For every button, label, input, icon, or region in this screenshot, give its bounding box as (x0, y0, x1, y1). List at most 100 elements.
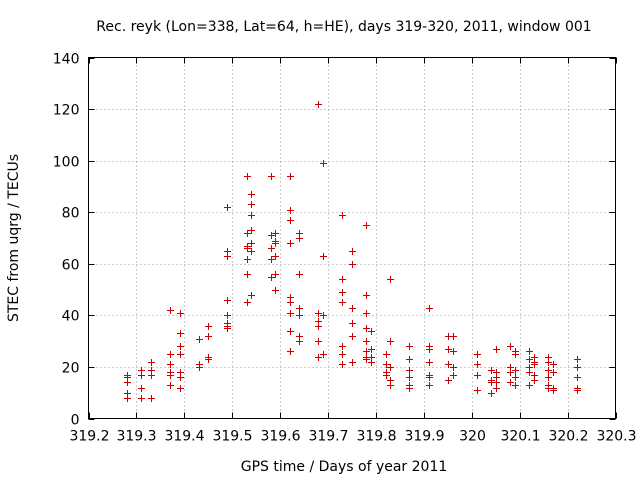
data-point (387, 364, 394, 371)
data-point (148, 372, 155, 379)
data-point (268, 245, 275, 252)
data-point (406, 374, 413, 381)
data-point (177, 385, 184, 392)
data-point (474, 361, 481, 368)
data-point (244, 230, 251, 237)
data-point (507, 379, 514, 386)
x-tick-label: 319.5 (212, 429, 252, 445)
data-point (349, 359, 356, 366)
x-tick-labels: 319.2 319.3 319.4 319.5 319.6 319.7 319.8 319.9… (69, 429, 636, 445)
data-point (177, 343, 184, 350)
data-point (426, 359, 433, 366)
x-tick-label: 319.8 (356, 429, 396, 445)
data-point (315, 310, 322, 317)
data-point (296, 338, 303, 345)
data-point (507, 369, 514, 376)
data-point (296, 271, 303, 278)
data-point (148, 395, 155, 402)
data-point (406, 367, 413, 374)
data-point (167, 372, 174, 379)
y-tick-label: 60 (62, 258, 80, 274)
y-axis-label: STEC from uqrg / TECUs (6, 154, 22, 322)
data-point (167, 351, 174, 358)
data-point (526, 382, 533, 389)
data-point (124, 395, 131, 402)
data-point (272, 230, 279, 237)
data-point (450, 333, 457, 340)
data-point (383, 372, 390, 379)
data-point (550, 361, 557, 368)
data-point (349, 261, 356, 268)
data-point (574, 364, 581, 371)
data-point (512, 382, 519, 389)
data-point (315, 101, 322, 108)
data-point (167, 382, 174, 389)
data-point (450, 364, 457, 371)
data-point (205, 356, 212, 363)
x-tick-label: 320 (459, 429, 486, 445)
data-point (205, 323, 212, 330)
data-point (224, 312, 231, 319)
data-point (287, 240, 294, 247)
x-tick-label: 319.7 (308, 429, 348, 445)
data-point (287, 173, 294, 180)
y-tick-label: 40 (62, 309, 80, 325)
data-point (339, 299, 346, 306)
data-point (177, 374, 184, 381)
data-point (244, 256, 251, 263)
data-point (368, 359, 375, 366)
data-point (244, 245, 251, 252)
data-point (196, 364, 203, 371)
data-point (531, 361, 538, 368)
data-point (248, 201, 255, 208)
data-point (450, 372, 457, 379)
data-point (177, 330, 184, 337)
data-point (177, 351, 184, 358)
x-tick-label: 319.2 (69, 429, 109, 445)
x-tick-label: 320.3 (596, 429, 636, 445)
data-point (296, 312, 303, 319)
data-point (550, 387, 557, 394)
data-point (363, 222, 370, 229)
data-point (545, 359, 552, 366)
data-point (315, 338, 322, 345)
data-point (363, 310, 370, 317)
data-point (383, 361, 390, 368)
data-point (383, 351, 390, 358)
data-point (339, 289, 346, 296)
data-point (339, 276, 346, 283)
y-tick-label: 80 (62, 206, 80, 222)
data-point (545, 374, 552, 381)
data-point (488, 367, 495, 374)
data-point (363, 325, 370, 332)
data-point (244, 173, 251, 180)
data-point (349, 305, 356, 312)
axis-ticks (88, 57, 617, 420)
data-point (224, 253, 231, 260)
x-tick-label: 319.6 (260, 429, 300, 445)
data-point (272, 271, 279, 278)
data-point (387, 276, 394, 283)
y-tick-labels: 0 20 40 60 80 100 120 140 (53, 52, 80, 429)
data-point (296, 235, 303, 242)
data-point (426, 374, 433, 381)
data-point (287, 348, 294, 355)
x-tick-label: 320.2 (548, 429, 588, 445)
data-point (268, 256, 275, 263)
data-point (320, 312, 327, 319)
data-point (574, 356, 581, 363)
data-point (224, 325, 231, 332)
data-point (138, 395, 145, 402)
data-point (387, 382, 394, 389)
data-point (315, 354, 322, 361)
data-point (320, 351, 327, 358)
data-point (450, 348, 457, 355)
data-point (488, 390, 495, 397)
data-point (363, 292, 370, 299)
grid-lines (88, 57, 616, 419)
data-point (167, 307, 174, 314)
data-point (406, 385, 413, 392)
data-point (574, 387, 581, 394)
data-point (426, 382, 433, 389)
data-point (224, 204, 231, 211)
